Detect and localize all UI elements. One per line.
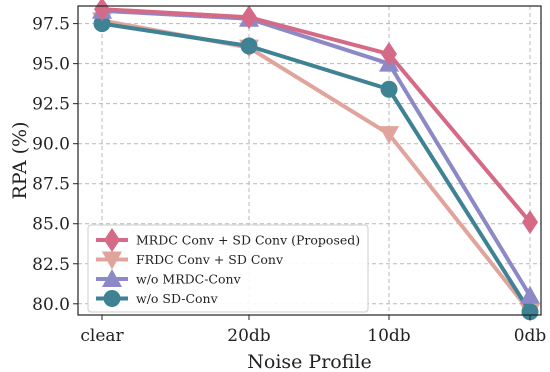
x-tick-label: 20db xyxy=(227,326,271,346)
x-tick-label: clear xyxy=(80,326,124,346)
legend-swatch-marker xyxy=(102,251,122,270)
legend-item: FRDC Conv + SD Conv xyxy=(96,251,284,270)
legend: MRDC Conv + SD Conv (Proposed) FRDC Conv … xyxy=(87,224,369,313)
legend-item: MRDC Conv + SD Conv (Proposed) xyxy=(96,228,360,252)
legend-swatch-marker xyxy=(102,269,122,287)
series-3 xyxy=(93,15,539,321)
y-tick-label: 82.5 xyxy=(32,255,70,275)
series-line xyxy=(101,21,532,313)
y-tick-label: 87.5 xyxy=(32,175,70,195)
series-layer xyxy=(92,0,540,322)
y-tick-label: 85.0 xyxy=(32,215,70,235)
data-point xyxy=(379,126,399,145)
data-point xyxy=(380,80,398,98)
legend-label: w/o MRDC-Conv xyxy=(136,272,242,287)
y-tick-label: 92.5 xyxy=(32,95,70,115)
y-tick-label: 95.0 xyxy=(32,55,70,75)
series-line xyxy=(101,7,532,224)
y-axis-label: RPA (%) xyxy=(9,122,31,200)
data-point xyxy=(522,210,538,235)
data-point xyxy=(381,42,397,67)
data-point xyxy=(94,0,110,22)
x-axis-label: Noise Profile xyxy=(247,351,371,372)
series-0 xyxy=(94,0,538,235)
y-tick-label: 97.5 xyxy=(32,15,70,35)
plot-frame xyxy=(77,5,542,316)
legend-label: FRDC Conv + SD Conv xyxy=(136,252,284,267)
data-point xyxy=(241,5,257,30)
legend-label: MRDC Conv + SD Conv (Proposed) xyxy=(136,233,360,248)
legend-item: w/o SD-Conv xyxy=(96,290,219,307)
data-point xyxy=(240,37,258,55)
legend-item: w/o MRDC-Conv xyxy=(96,269,242,287)
x-tick-label: 0db xyxy=(514,326,547,346)
x-tick-label: 10db xyxy=(367,326,411,346)
legend-swatch-marker xyxy=(103,290,121,307)
data-point xyxy=(521,303,539,321)
data-point xyxy=(93,15,111,33)
y-tick-label: 80.0 xyxy=(32,295,70,315)
legend-swatch-marker xyxy=(104,228,120,252)
y-tick-label: 90.0 xyxy=(32,135,70,155)
legend-box xyxy=(87,224,369,313)
legend-label: w/o SD-Conv xyxy=(136,291,219,306)
axis-ticks: 80.0 82.5 85.0 87.5 90.0 92.5 95.0 97.5 clear 20d… xyxy=(32,15,546,346)
data-point xyxy=(520,285,540,304)
